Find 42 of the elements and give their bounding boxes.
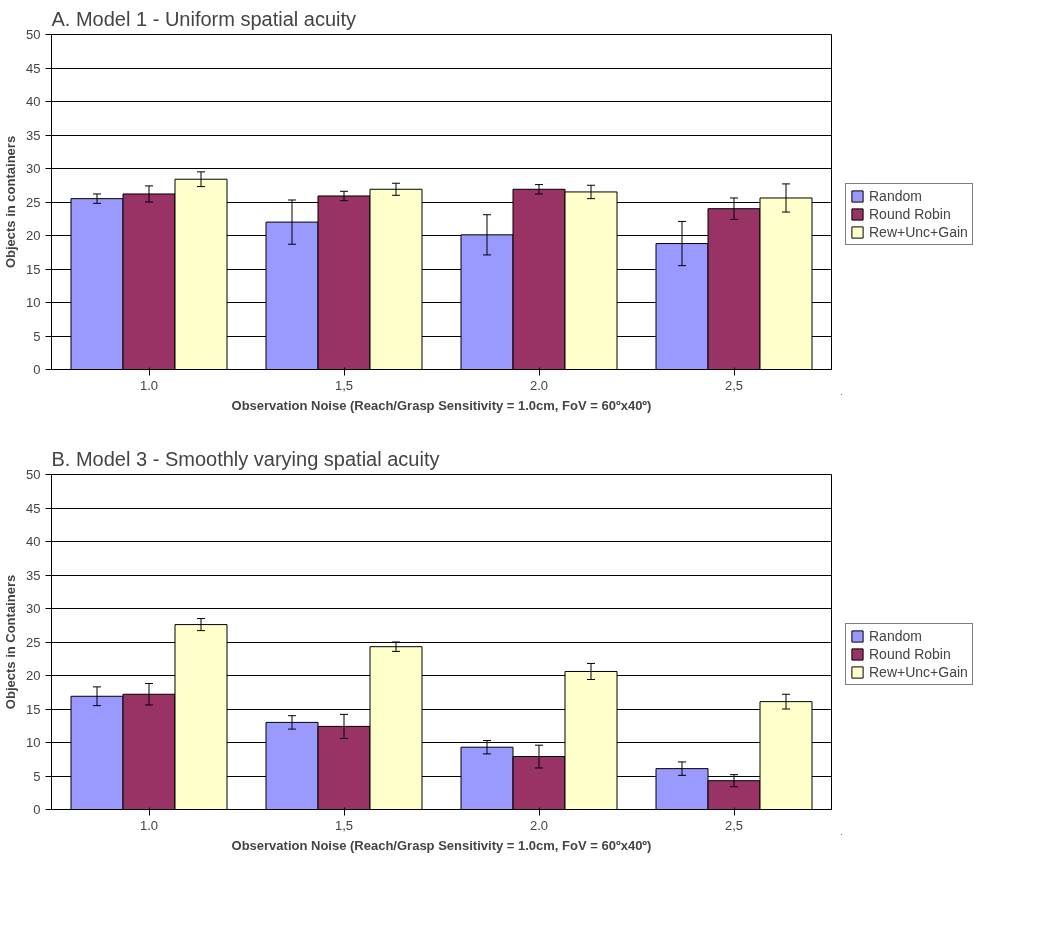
x-tick-label: 2.0 [529, 817, 549, 833]
legend-label: Round Robin [869, 206, 951, 222]
y-tick-label: 30 [26, 161, 41, 176]
y-tick-label: 25 [26, 194, 41, 210]
y-tick-label: 10 [26, 295, 41, 310]
y-tick-label: 20 [26, 668, 41, 683]
y-axis-title: Objects in Containers [3, 574, 19, 710]
y-tick-label: 20 [26, 228, 41, 243]
y-tick-label: 30 [26, 601, 41, 616]
chart-title: A. Model 1 - Uniform spatial acuity [51, 7, 357, 30]
y-tick-label: 0 [33, 362, 41, 377]
y-tick-label: 5 [33, 328, 41, 344]
x-tick-label: 1.0 [139, 817, 159, 833]
y-tick-label: 35 [26, 567, 41, 583]
y-tick-label: 15 [26, 261, 41, 277]
y-tick-label: 0 [33, 802, 41, 817]
y-tick-label: 40 [26, 94, 41, 109]
x-tick-label: 1,5 [334, 817, 354, 833]
legend-label: Random [869, 188, 922, 204]
y-tick-label: 45 [26, 60, 41, 76]
x-tick-label: 1,5 [334, 377, 354, 393]
legend-label: Rew+Unc+Gain [869, 664, 968, 680]
x-tick-label: 2,5 [724, 377, 744, 393]
x-tick-label: 1.0 [139, 377, 159, 393]
legend-label: Random [869, 628, 922, 644]
y-tick-label: 35 [26, 127, 41, 143]
y-tick-label: 50 [26, 467, 41, 482]
y-tick-label: 15 [26, 701, 41, 717]
x-tick-label: 2.0 [529, 377, 549, 393]
chart-title: B. Model 3 - Smoothly varying spatial acuity [51, 447, 440, 470]
legend-label: Rew+Unc+Gain [869, 224, 968, 240]
y-tick-label: 40 [26, 534, 41, 549]
y-axis-title: Objects in containers [3, 135, 19, 269]
y-tick-label: 10 [26, 735, 41, 750]
x-axis-title: Observation Noise (Reach/Grasp Sensitivity = 1.0cm, FoV = 60ºx40º) [231, 837, 652, 853]
legend-label: Round Robin [869, 646, 951, 662]
x-tick-label: 2,5 [724, 817, 744, 833]
y-tick-label: 50 [26, 27, 41, 42]
x-axis-title: Observation Noise (Reach/Grasp Sensitivity = 1.0cm, FoV = 60ºx40º) [231, 397, 652, 413]
y-tick-label: 5 [33, 768, 41, 784]
y-tick-label: 45 [26, 500, 41, 516]
y-tick-label: 25 [26, 634, 41, 650]
